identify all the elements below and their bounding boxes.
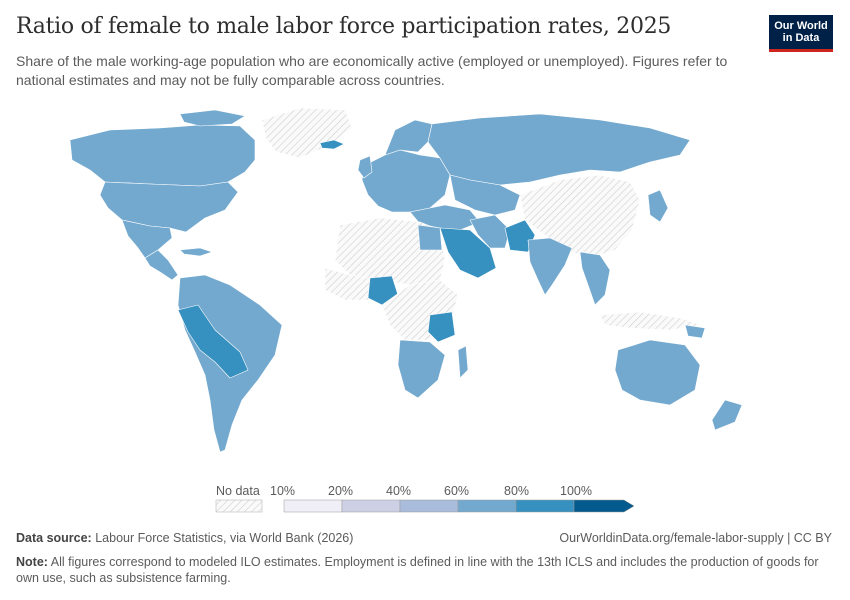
map-region-india[interactable] (527, 237, 573, 296)
logo-line-1: Our World (774, 20, 828, 32)
map-region-canada[interactable] (69, 124, 256, 187)
legend-tick-20: 20% (328, 484, 353, 498)
map-region-png[interactable] (684, 324, 706, 339)
legend-bin-60-80[interactable] (457, 499, 517, 513)
map-region-russia[interactable] (427, 113, 691, 186)
footer: Data source: Labour Force Statistics, vi… (16, 530, 836, 586)
map-region-west-africa[interactable] (324, 267, 381, 301)
map-region-usa[interactable] (99, 181, 239, 233)
map-region-greenland[interactable] (261, 107, 353, 159)
map-region-new-zealand[interactable] (711, 399, 743, 431)
legend-bin-10-20[interactable] (283, 499, 343, 513)
legend-no-data-label: No data (216, 484, 260, 498)
source-line: Data source: Labour Force Statistics, vi… (16, 530, 836, 546)
map-region-central-america[interactable] (144, 249, 179, 281)
legend-tick-80: 80% (504, 484, 529, 498)
note-text: All figures correspond to modeled ILO es… (16, 555, 819, 585)
map-region-caribbean[interactable] (179, 247, 213, 257)
legend-tick-40: 40% (386, 484, 411, 498)
legend-bin-100-plus[interactable] (573, 499, 635, 513)
world-map (69, 107, 743, 453)
chart-title: Ratio of female to male labor force part… (16, 14, 672, 39)
map-region-uk[interactable] (357, 155, 373, 179)
map-region-australia[interactable] (614, 339, 701, 406)
map-region-southern-africa[interactable] (397, 339, 446, 399)
legend-tick-10: 10% (270, 484, 295, 498)
legend-bin-80-100[interactable] (515, 499, 575, 513)
map-region-china-mongolia[interactable] (519, 174, 641, 259)
map-legend: No data 10% 20% 40% 60% 80% 100% (215, 484, 635, 513)
logo-line-2: in Data (782, 32, 820, 44)
owid-logo[interactable]: Our World in Data (769, 15, 833, 52)
map-region-southeast-asia[interactable] (579, 251, 611, 306)
legend-bin-40-60[interactable] (399, 499, 459, 513)
map-region-peru-bolivia[interactable] (177, 304, 249, 379)
note-label: Note: (16, 555, 48, 569)
map-region-arctic-islands[interactable] (179, 109, 246, 127)
legend-tick-100: 100% (560, 484, 592, 498)
map-region-japan[interactable] (647, 189, 669, 223)
source-url-link[interactable]: OurWorldinData.org/female-labor-supply |… (559, 531, 832, 545)
map-region-saudi-arabia[interactable] (439, 227, 497, 279)
chart-subtitle: Share of the male working-age population… (16, 53, 728, 88)
source-text: Labour Force Statistics, via World Bank … (91, 531, 354, 545)
legend-no-data-swatch[interactable] (215, 499, 263, 513)
map-region-iceland[interactable] (319, 139, 345, 150)
map-region-central-asia[interactable] (449, 174, 521, 216)
legend-tick-60: 60% (444, 484, 469, 498)
map-region-egypt[interactable] (417, 224, 443, 251)
source-label: Data source: (16, 531, 92, 545)
map-region-madagascar[interactable] (457, 345, 469, 379)
note: Note: All figures correspond to modeled … (16, 554, 836, 586)
map-region-tanzania[interactable] (427, 311, 456, 343)
map-region-scandinavia[interactable] (384, 119, 433, 156)
map-region-indonesia[interactable] (599, 311, 701, 331)
legend-bin-20-40[interactable] (341, 499, 401, 513)
map-region-europe[interactable] (361, 149, 451, 213)
map-region-iran[interactable] (469, 214, 511, 249)
